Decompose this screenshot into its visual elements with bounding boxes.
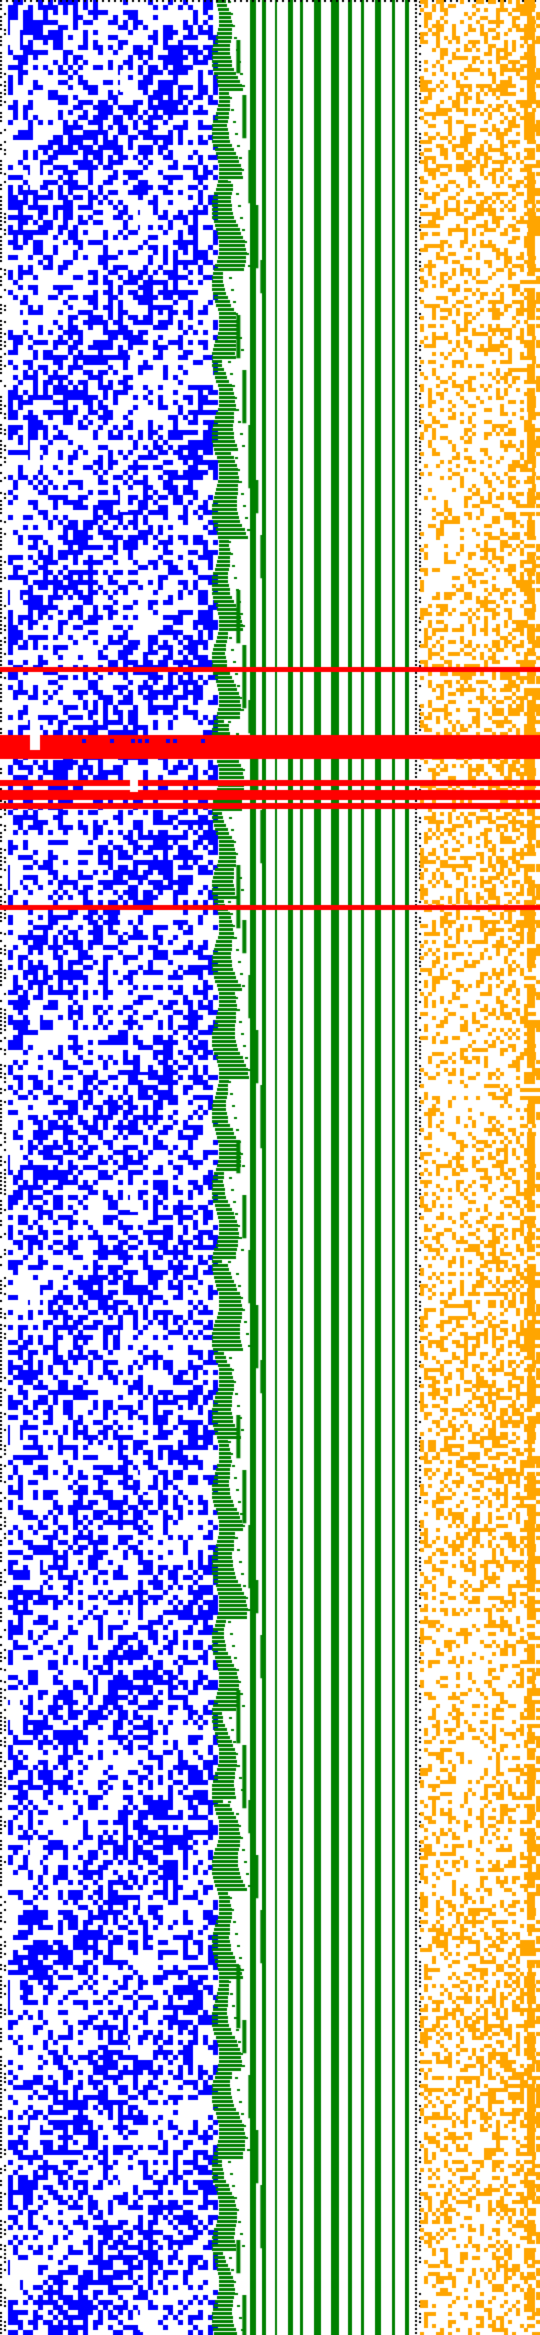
pattern-canvas-stage	[0, 0, 540, 2335]
pattern-canvas	[0, 0, 540, 2335]
